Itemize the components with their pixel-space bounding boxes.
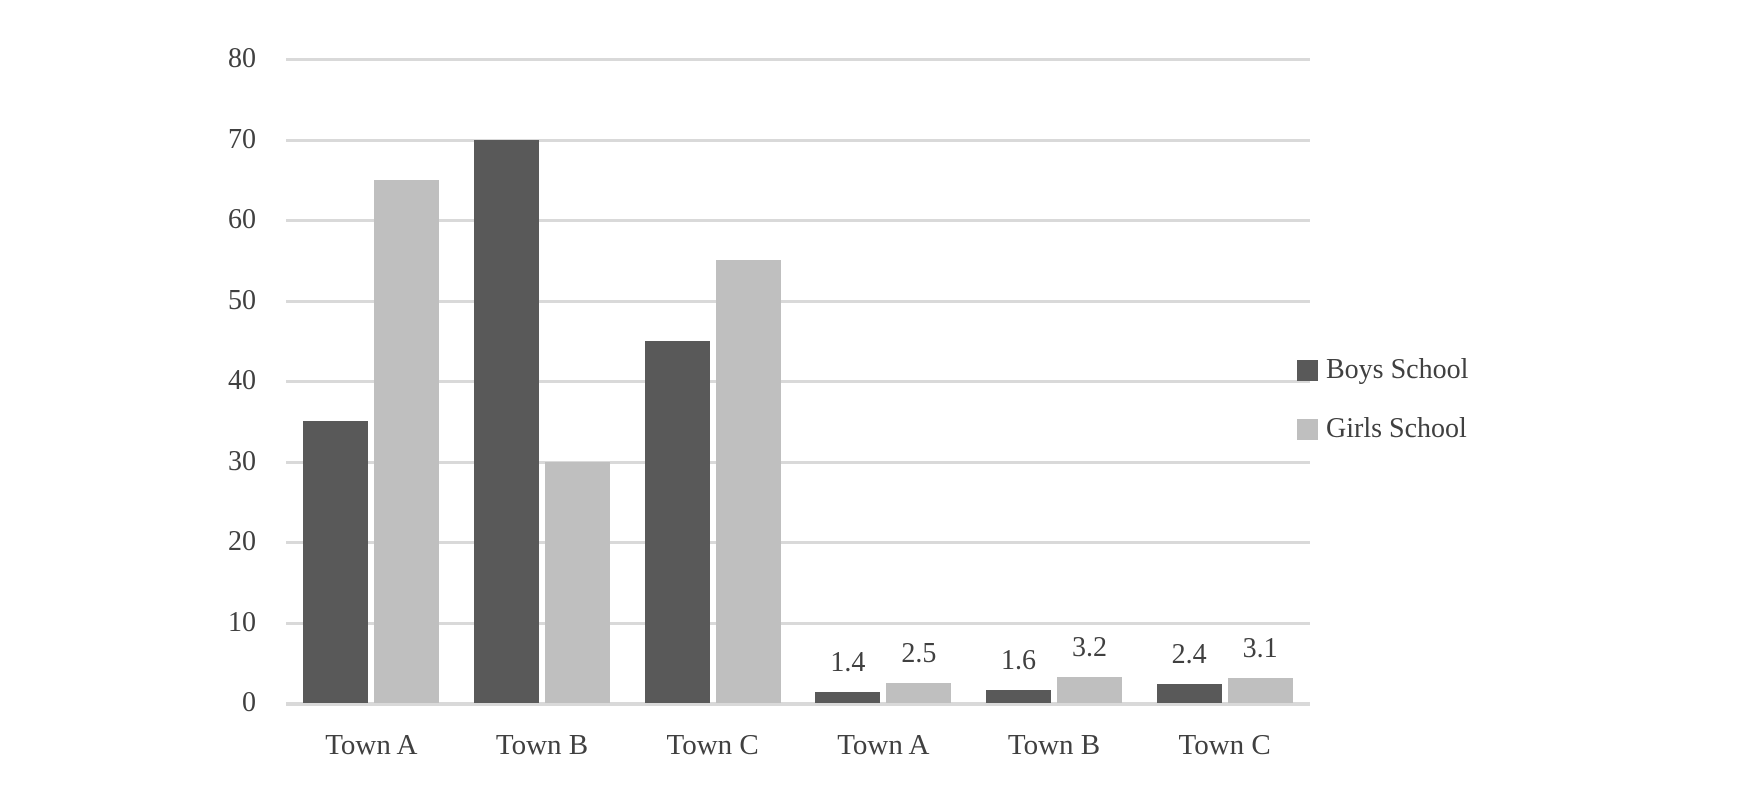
x-category-label: Town A (325, 729, 418, 761)
bar-value-label: 3.1 (1242, 633, 1278, 665)
bar-value-label: 1.4 (830, 646, 866, 678)
bar-boys-school (986, 690, 1051, 703)
bar-value-label: 2.5 (901, 637, 937, 669)
bar-girls-school (1057, 677, 1122, 703)
bar-girls-school (374, 179, 440, 703)
y-tick-label: 60 (228, 204, 256, 235)
bar-boys-school (303, 421, 369, 703)
legend-item-girls-school: Girls School (1297, 411, 1468, 447)
gridline (286, 219, 1310, 222)
bar-girls-school (715, 260, 781, 703)
bar-girls-school (886, 682, 952, 703)
legend-label: Boys School (1326, 354, 1469, 385)
bar-girls-school (545, 461, 610, 703)
legend: Boys School Girls School (1297, 352, 1468, 470)
gridline (286, 58, 1310, 61)
bar-girls-school (1227, 678, 1293, 703)
y-tick-label: 20 (228, 526, 256, 557)
y-tick-label: 80 (228, 43, 256, 74)
x-category-label: Town C (1178, 729, 1271, 761)
legend-swatch-icon (1297, 359, 1318, 381)
y-tick-label: 30 (228, 445, 256, 477)
gridline (286, 621, 1310, 625)
y-tick-label: 50 (228, 284, 256, 316)
bar-boys-school (644, 340, 710, 703)
bar-boys-school (474, 139, 539, 703)
bar-boys-school (1156, 683, 1222, 703)
x-axis-baseline (286, 702, 1310, 706)
gridline (286, 541, 1310, 544)
x-category-label: Town B (1007, 729, 1101, 761)
bar-value-label: 2.4 (1171, 638, 1207, 670)
y-tick-label: 70 (228, 123, 256, 155)
x-category-label: Town A (837, 729, 930, 761)
bar-boys-school (815, 691, 881, 703)
y-tick-label: 40 (228, 365, 256, 396)
gridline (286, 380, 1310, 383)
bar-value-label: 1.6 (1001, 645, 1036, 677)
gridline (286, 138, 1310, 142)
x-category-label: Town C (666, 729, 759, 761)
x-category-label: Town B (495, 729, 589, 761)
gridline (286, 460, 1310, 464)
y-tick-label: 10 (228, 606, 256, 638)
gridline (286, 299, 1310, 303)
legend-swatch-icon (1297, 418, 1318, 440)
legend-item-boys-school: Boys School (1297, 352, 1468, 388)
bar-value-label: 3.2 (1072, 632, 1107, 664)
legend-label: Girls School (1326, 413, 1467, 444)
y-tick-label: 0 (242, 687, 256, 718)
